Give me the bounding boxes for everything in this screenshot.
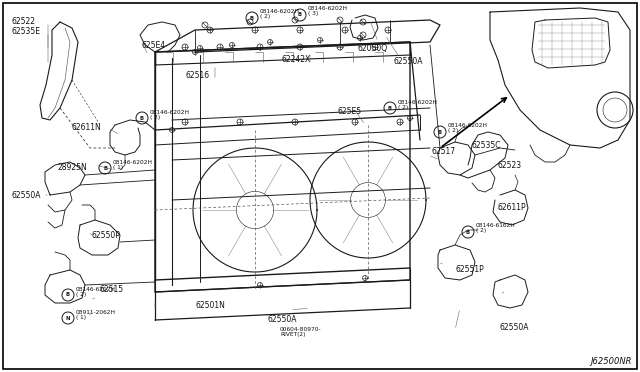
Text: N: N — [66, 315, 70, 321]
Text: J62500NR: J62500NR — [590, 357, 632, 366]
Text: 62550A: 62550A — [393, 58, 422, 67]
Text: B: B — [438, 129, 442, 135]
Text: 62550A: 62550A — [500, 324, 529, 333]
Text: 625E5: 625E5 — [337, 108, 361, 116]
Text: 00604-80970-
RIVET(2): 00604-80970- RIVET(2) — [280, 327, 322, 337]
Text: 08146-6202H
( 3): 08146-6202H ( 3) — [308, 6, 348, 16]
Text: 08146-6162H
( 2): 08146-6162H ( 2) — [476, 222, 516, 233]
Text: 08146-6202H
( 2): 08146-6202H ( 2) — [150, 110, 190, 121]
Text: B: B — [466, 230, 470, 234]
Text: 08146-6202H
( 2): 08146-6202H ( 2) — [398, 100, 438, 110]
Text: 62516: 62516 — [185, 71, 209, 80]
Text: 62535C: 62535C — [472, 141, 502, 150]
Text: B: B — [103, 166, 107, 170]
Text: 62611P: 62611P — [498, 203, 527, 212]
Text: 08911-2062H
( 1): 08911-2062H ( 1) — [76, 310, 116, 320]
Text: 625E4: 625E4 — [142, 42, 166, 51]
Text: 62550P: 62550P — [92, 231, 121, 240]
Text: B: B — [388, 106, 392, 110]
Text: 62050Q: 62050Q — [358, 44, 388, 52]
Text: 62501N: 62501N — [195, 301, 225, 310]
Text: 08146-6202H
( 2): 08146-6202H ( 2) — [448, 123, 488, 134]
Text: 08146-6202H
( 2): 08146-6202H ( 2) — [260, 9, 300, 19]
Text: 62517: 62517 — [432, 148, 456, 157]
Text: 62550A: 62550A — [12, 190, 42, 199]
Text: 08146-6202H
( 1): 08146-6202H ( 1) — [113, 160, 153, 170]
Text: 62522: 62522 — [12, 17, 36, 26]
Text: 62611N: 62611N — [72, 124, 102, 132]
Text: B: B — [140, 115, 144, 121]
Text: B: B — [250, 16, 254, 20]
Text: 62550A: 62550A — [268, 315, 298, 324]
Text: 62242X: 62242X — [282, 55, 311, 64]
Text: 62523: 62523 — [498, 160, 522, 170]
Text: 62551P: 62551P — [455, 266, 484, 275]
Text: B: B — [298, 13, 302, 17]
Text: 28925N: 28925N — [58, 164, 88, 173]
Text: 62535E: 62535E — [12, 28, 41, 36]
Text: 62515: 62515 — [100, 285, 124, 295]
Text: 08146-6202H
( 2): 08146-6202H ( 2) — [76, 286, 116, 297]
Text: B: B — [66, 292, 70, 298]
